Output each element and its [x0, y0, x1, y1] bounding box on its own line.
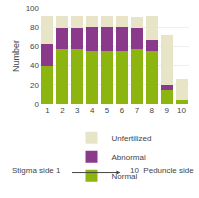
- svg-text:Abnormal: Abnormal: [112, 153, 146, 162]
- svg-text:80: 80: [30, 23, 39, 32]
- svg-text:5: 5: [105, 106, 110, 115]
- svg-text:Stigma side 1: Stigma side 1: [12, 166, 61, 175]
- svg-text:10 Peduncle side: 10 Peduncle side: [130, 166, 194, 175]
- svg-text:20: 20: [30, 81, 39, 90]
- svg-text:4: 4: [90, 106, 95, 115]
- svg-text:0: 0: [35, 100, 40, 109]
- svg-text:100: 100: [26, 4, 40, 13]
- svg-text:40: 40: [30, 61, 39, 70]
- svg-text:8: 8: [150, 106, 155, 115]
- svg-text:Unfertilized: Unfertilized: [112, 134, 152, 143]
- svg-text:10: 10: [177, 106, 186, 115]
- svg-text:1: 1: [45, 106, 50, 115]
- svg-text:3: 3: [75, 106, 80, 115]
- svg-text:Number: Number: [11, 40, 21, 72]
- svg-text:9: 9: [164, 106, 169, 115]
- svg-text:7: 7: [135, 106, 140, 115]
- svg-text:2: 2: [60, 106, 65, 115]
- svg-text:60: 60: [30, 42, 39, 51]
- svg-text:6: 6: [120, 106, 125, 115]
- svg-text:Normal: Normal: [112, 172, 138, 181]
